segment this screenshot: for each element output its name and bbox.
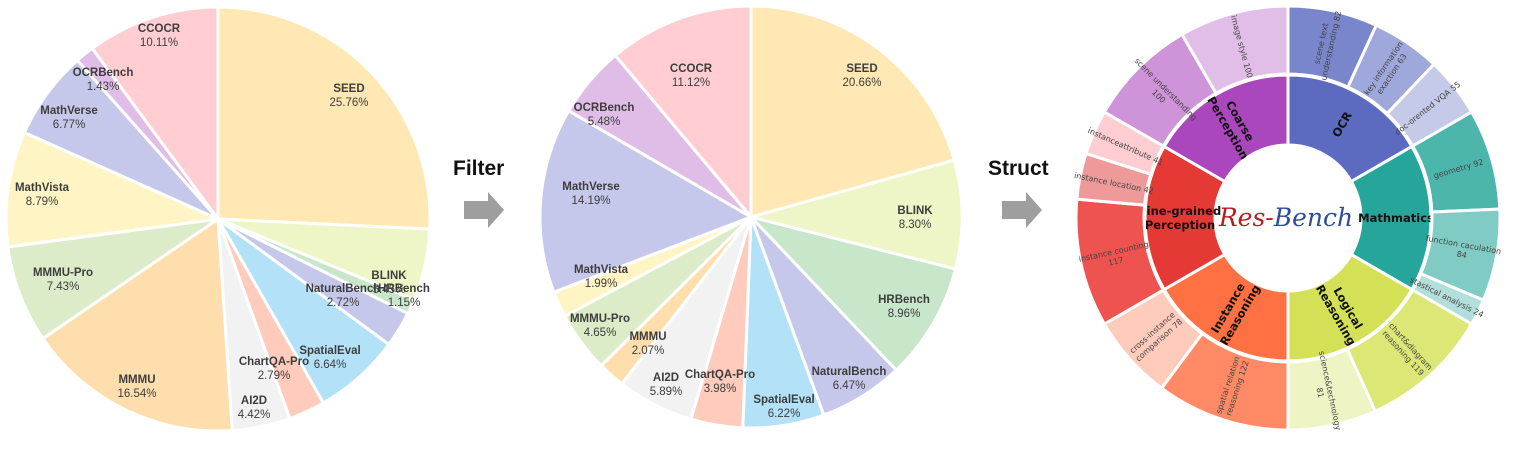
pie-label-spatialeval: SpatialEval [753,394,814,406]
pie-percent-blink: 8.30% [899,219,932,231]
pie-slice-mathverse [538,109,753,294]
pie-percent-mmmu-pro: 7.43% [47,281,80,293]
pie-percent-ccocr: 10.11% [140,37,178,49]
pie-slice-seed [216,5,432,231]
pie-percent-naturalbench: 6.47% [833,380,866,392]
center-title-res-bench: Res-Bench [1218,203,1353,232]
pie-label-ocrbench: OCRBench [73,67,134,79]
pie-label-spatialeval: SpatialEval [299,345,360,357]
pie-percent-ai2d: 4.42% [238,409,271,421]
pie-chart-after-filter: SEED 20.66% BLINK 8.30% HRBench 8.96% NaturalB… [538,4,964,430]
pie-label-ai2d: AI2D [241,395,267,407]
pie-label-blink: BLINK [897,205,933,217]
pie-label-mathvista: MathVista [574,264,629,276]
pie-percent-chartqa-pro: 2.79% [258,370,291,382]
pie-label-chartqa-pro: ChartQA-Pro [239,356,309,368]
pie-label-ocrbench: OCRBench [574,102,635,114]
pie-percent-mathverse: 14.19% [571,195,610,207]
pie-percent-ocrbench: 5.48% [588,116,621,128]
pie-label-mathvista: MathVista [15,182,70,194]
pie-percent-blink: 5.45% [373,284,406,296]
pie-label-chartqa-pro: ChartQA-Pro [685,369,755,381]
pie-slice-mathvista [4,130,220,249]
pie-percent-mathvista: 1.99% [585,278,618,290]
pie-percent-hrbench: 1.15% [388,297,421,309]
pie-percent-naturalbench: 2.72% [327,297,360,309]
pie-percent-mmmu: 2.07% [632,345,665,357]
pie-label-naturalbench: NaturalBench [306,283,381,295]
pie-label-mathverse: MathVerse [562,181,620,193]
pie-label-blink: BLINK [371,270,407,282]
pie-label-ccocr: CCOCR [670,63,713,75]
pie-percent-spatialeval: 6.64% [314,359,347,371]
pie-chart-before-filter: SEED 25.76% BLINK 5.45%HRBench 1.15% NaturalB… [4,5,432,433]
pie-label-mmmu: MMMU [118,374,155,386]
pie-percent-ai2d: 5.89% [650,386,683,398]
subcategory-ring-image-style [1179,4,1290,96]
pie-slice-blink [749,158,964,271]
pie-percent-chartqa-pro: 3.98% [704,383,737,395]
pie-label-hrbench: HRBench [378,283,430,295]
struct-step-label: Struct [988,157,1049,180]
pie-slice-hrbench [749,215,957,372]
pie-label-mmmu-pro: MMMU-Pro [570,313,630,325]
filter-arrow-icon [464,192,504,228]
pie-percent-hrbench: 8.96% [888,308,921,320]
pie-label-seed: SEED [333,83,364,95]
pie-percent-seed: 20.66% [842,77,881,89]
pie-percent-spatialeval: 6.22% [768,408,801,420]
pie-percent-mathverse: 6.77% [53,119,86,131]
pie-slice-seed [749,4,956,219]
pie-percent-mmmu-pro: 4.65% [584,327,617,339]
pie-percent-ocrbench: 1.43% [87,81,120,93]
pie-label-ai2d: AI2D [653,372,679,384]
pie-percent-mmmu: 16.54% [117,388,156,400]
pie-percent-mathvista: 8.79% [26,196,59,208]
filter-step-label: Filter [453,157,505,180]
pie-label-mmmu: MMMU [629,331,666,343]
category-label-mathmatics: Mathmatics [1358,211,1434,225]
pie-slice-mmmu-pro [6,217,220,340]
pie-label-mathverse: MathVerse [40,105,98,117]
pie-label-mmmu-pro: MMMU-Pro [33,267,93,279]
pie-percent-ccocr: 11.12% [672,77,710,89]
pie-label-hrbench: HRBench [878,294,930,306]
pie-slice-ccocr [613,4,753,219]
pie-label-naturalbench: NaturalBench [812,366,887,378]
pie-slice-mmmu [41,217,234,433]
pie-percent-seed: 25.76% [329,97,368,109]
category-label-fine-grained-perception: Fine-grained Perception [1139,204,1221,232]
pie-label-ccocr: CCOCR [138,23,181,35]
pie-slice-ccocr [90,5,220,221]
pie-label-seed: SEED [846,63,877,75]
struct-arrow-icon [1002,192,1042,228]
